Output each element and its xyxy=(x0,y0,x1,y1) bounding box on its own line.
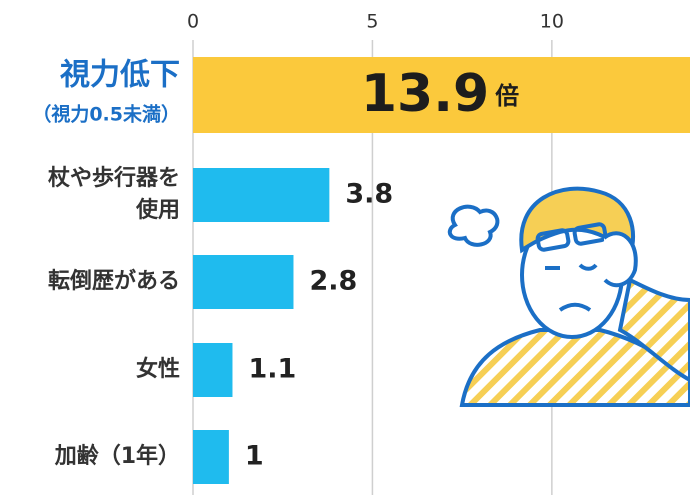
category-label: （視力0.5未満） xyxy=(32,103,180,126)
illustration xyxy=(450,189,690,405)
bar xyxy=(193,168,329,222)
category-label: 視力低下 xyxy=(60,58,180,93)
value-label: 3.8 xyxy=(345,179,393,210)
x-tick-label: 5 xyxy=(366,11,378,33)
bar xyxy=(193,255,293,309)
category-label: 杖や歩行器を xyxy=(48,165,180,191)
category-label: 加齢（1年） xyxy=(54,443,180,469)
value-label: 2.8 xyxy=(309,266,357,297)
x-tick-label: 10 xyxy=(540,11,564,33)
x-tick-label: 0 xyxy=(187,11,199,33)
category-label: 使用 xyxy=(135,198,180,223)
chart: 051013.9倍視力低下（視力0.5未満）3.8杖や歩行器を使用2.8転倒歴が… xyxy=(0,0,690,495)
value-label: 1 xyxy=(245,441,264,472)
category-label: 転倒歴がある xyxy=(48,268,180,294)
category-label: 女性 xyxy=(136,356,180,382)
bar xyxy=(193,430,229,484)
value-label: 1.1 xyxy=(248,354,296,385)
bar xyxy=(193,343,232,397)
